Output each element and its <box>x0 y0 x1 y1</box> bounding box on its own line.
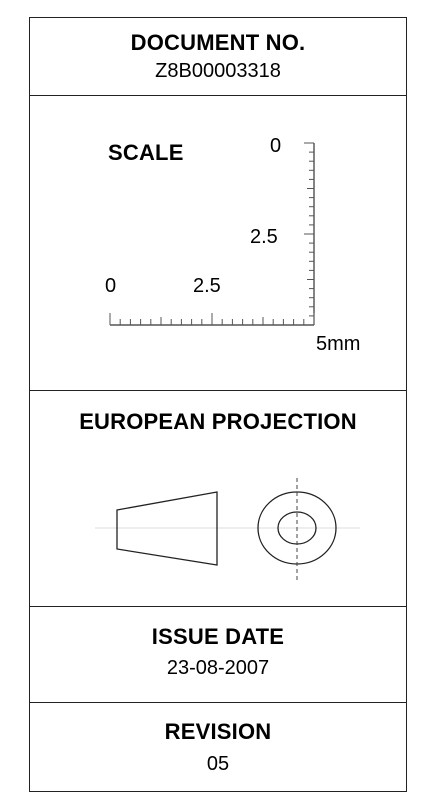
separator-scale-projection <box>29 390 407 391</box>
separator-document-scale <box>29 95 407 96</box>
document-number-value: Z8B00003318 <box>155 60 281 82</box>
projection-label: EUROPEAN PROJECTION <box>79 409 357 434</box>
separator-issue-revision <box>29 702 407 703</box>
issue-date-value: 23-08-2007 <box>166 657 270 679</box>
horizontal-tick-label-0: 0 <box>105 275 116 297</box>
vertical-ruler-ticks <box>304 142 314 326</box>
vertical-tick-label-0: 0 <box>270 135 281 157</box>
vertical-tick-label-2-5: 2.5 <box>250 226 278 248</box>
scale-unit-label: 5mm <box>316 333 360 355</box>
title-block-frame <box>29 17 407 792</box>
revision-value: 05 <box>206 753 230 775</box>
projection-truncated-cone-view <box>116 491 218 566</box>
separator-projection-issue <box>29 606 407 607</box>
horizontal-ruler-ticks <box>109 313 315 325</box>
issue-date-label: ISSUE DATE <box>151 624 285 649</box>
document-number-label: DOCUMENT NO. <box>130 30 306 55</box>
scale-label: SCALE <box>108 140 184 165</box>
horizontal-tick-label-2-5: 2.5 <box>193 275 221 297</box>
revision-label: REVISION <box>164 719 272 744</box>
